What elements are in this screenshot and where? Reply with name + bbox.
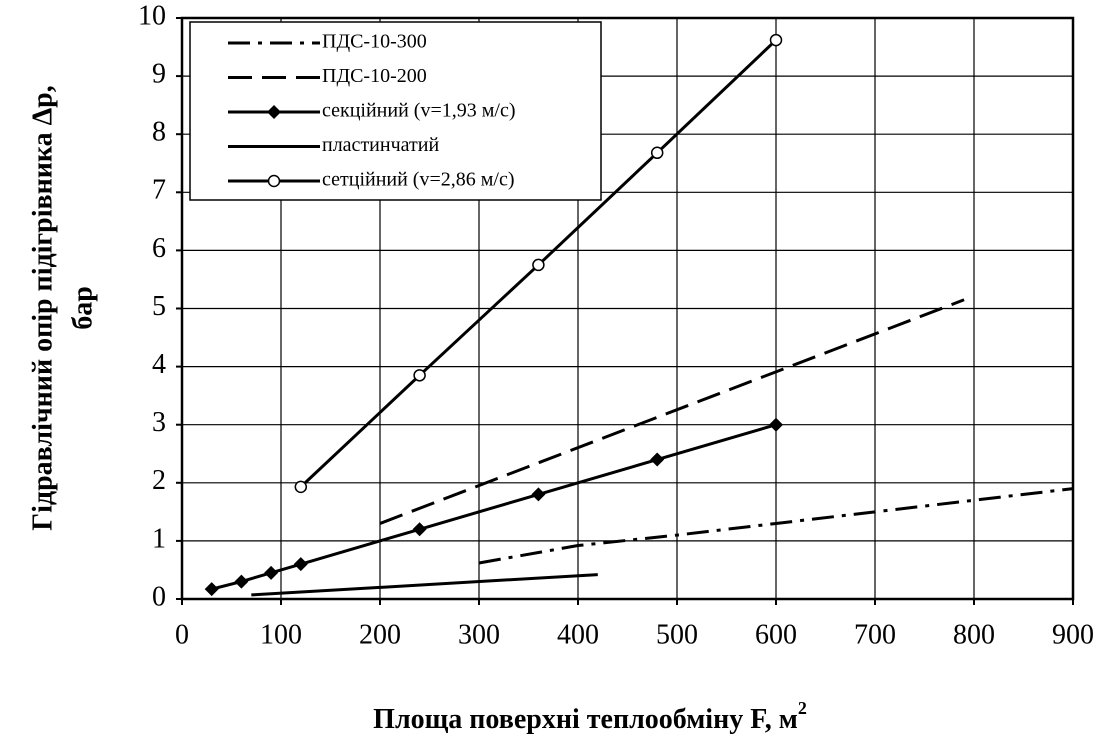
legend-label: ПДС-10-300: [322, 31, 427, 53]
y-tick-label: 2: [152, 465, 166, 496]
x-tick-label: 600: [755, 619, 797, 650]
y-tick-label: 4: [152, 349, 166, 380]
x-tick-label: 800: [953, 619, 995, 650]
marker: [293, 557, 308, 572]
marker: [531, 487, 546, 502]
legend-label: сетційний (v=2,86 м/с): [322, 169, 515, 191]
y-tick-label: 10: [138, 0, 166, 31]
series-line: [251, 573, 598, 597]
marker: [650, 146, 664, 160]
y-tick-label: 7: [152, 175, 166, 206]
marker: [234, 574, 249, 589]
marker: [650, 452, 665, 467]
plot-frame: [180, 16, 1075, 601]
legend-label: секційний (v=1,93 м/с): [322, 100, 515, 122]
x-tick-label: 400: [557, 619, 599, 650]
x-tick-label: 900: [1052, 619, 1094, 650]
marker: [769, 417, 783, 432]
x-axis-label: Площа поверхні теплообміну F, м2: [373, 698, 807, 735]
marker: [267, 174, 281, 188]
marker: [532, 258, 545, 272]
marker: [264, 565, 279, 580]
marker: [294, 480, 308, 494]
x-axis-label-text: Площа поверхні теплообміну F, м: [373, 704, 798, 735]
x-tick-label: 100: [260, 619, 302, 650]
marker: [769, 33, 783, 47]
x-tick-label: 0: [175, 619, 189, 650]
y-axis-label: бар: [67, 286, 98, 330]
y-tick-label: 3: [152, 407, 166, 438]
y-tick-label: 9: [152, 59, 166, 90]
y-axis-label: Гідравлічний опір підігрівника Δр,: [27, 85, 58, 530]
y-tick-label: 0: [152, 581, 166, 612]
legend-label: пластинчатий: [322, 134, 439, 156]
x-tick-label: 700: [854, 619, 896, 650]
x-axis-label-sup: 2: [798, 698, 807, 718]
y-tick-label: 6: [152, 233, 166, 264]
x-tick-label: 300: [458, 619, 500, 650]
x-tick-label: 200: [359, 619, 401, 650]
y-tick-label: 8: [152, 117, 166, 148]
y-tick-label: 1: [152, 523, 166, 554]
series-line: [478, 487, 1074, 565]
marker: [204, 582, 219, 597]
marker: [267, 105, 281, 119]
legend-label: ПДС-10-200: [322, 65, 427, 87]
x-tick-label: 500: [656, 619, 698, 650]
y-tick-label: 5: [152, 291, 166, 322]
marker: [412, 522, 427, 537]
series-line: [379, 298, 965, 525]
marker: [413, 369, 426, 382]
